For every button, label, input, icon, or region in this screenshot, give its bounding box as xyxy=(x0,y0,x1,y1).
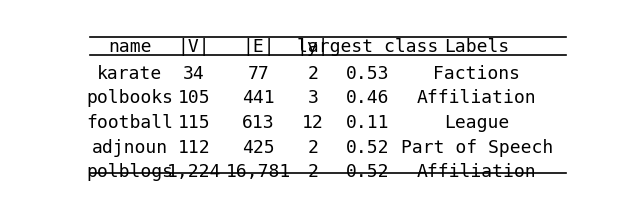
Text: 3: 3 xyxy=(308,89,319,107)
Text: largest class: largest class xyxy=(297,38,438,56)
Text: Affiliation: Affiliation xyxy=(417,89,536,107)
Text: 0.52: 0.52 xyxy=(346,163,389,181)
Text: 0.11: 0.11 xyxy=(346,114,389,131)
Text: 0.52: 0.52 xyxy=(346,138,389,156)
Text: 2: 2 xyxy=(308,138,319,156)
Text: adjnoun: adjnoun xyxy=(92,138,168,156)
Text: Affiliation: Affiliation xyxy=(417,163,536,181)
Text: 112: 112 xyxy=(178,138,211,156)
Text: League: League xyxy=(444,114,509,131)
Text: 441: 441 xyxy=(243,89,275,107)
Text: 1,224: 1,224 xyxy=(167,163,221,181)
Text: Labels: Labels xyxy=(444,38,509,56)
Text: 0.46: 0.46 xyxy=(346,89,389,107)
Text: polbooks: polbooks xyxy=(86,89,173,107)
Text: karate: karate xyxy=(97,64,162,82)
Text: 105: 105 xyxy=(178,89,211,107)
Text: 16,781: 16,781 xyxy=(226,163,291,181)
Text: 115: 115 xyxy=(178,114,211,131)
Text: |V|: |V| xyxy=(178,38,211,56)
Text: 0.53: 0.53 xyxy=(346,64,389,82)
Text: polblogs: polblogs xyxy=(86,163,173,181)
Text: 425: 425 xyxy=(243,138,275,156)
Text: |E|: |E| xyxy=(243,38,275,56)
Text: Factions: Factions xyxy=(433,64,520,82)
Text: |y|: |y| xyxy=(297,38,330,56)
Text: name: name xyxy=(108,38,151,56)
Text: 2: 2 xyxy=(308,163,319,181)
Text: football: football xyxy=(86,114,173,131)
Text: 2: 2 xyxy=(308,64,319,82)
Text: Part of Speech: Part of Speech xyxy=(401,138,553,156)
Text: 34: 34 xyxy=(183,64,205,82)
Text: 12: 12 xyxy=(302,114,324,131)
Text: 613: 613 xyxy=(243,114,275,131)
Text: 77: 77 xyxy=(248,64,269,82)
